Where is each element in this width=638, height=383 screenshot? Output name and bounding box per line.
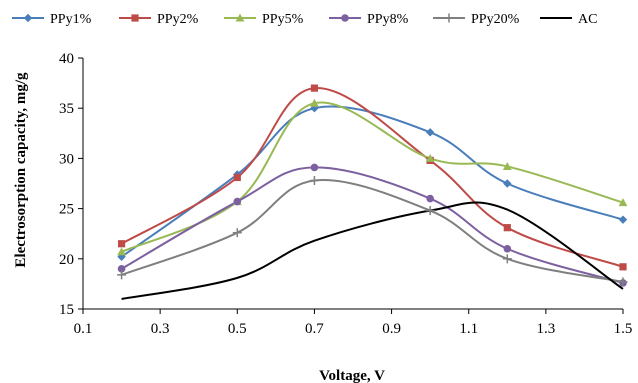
data-point-ppy20pct [232,228,242,238]
legend-marker [444,13,454,23]
data-point-ppy1pct [503,179,512,188]
legend-label: AC [578,12,597,27]
data-point-ppy8pct [503,244,512,253]
legend-item-ppy1pct: PPy1% [12,12,92,27]
y-tick-label: 40 [59,51,74,67]
data-point-ppy2pct [619,263,627,271]
legend-label: PPy2% [157,12,199,27]
data-point-ppy8pct [310,163,319,172]
x-tick-label: 1.5 [614,321,633,337]
data-point-ppy2pct [503,224,511,232]
x-tick-label: 0.7 [305,321,324,337]
series-line-ppy20pct [121,179,624,283]
legend-item-ac: AC [540,12,597,27]
x-tick-label: 0.9 [382,321,401,337]
legend-marker [235,13,245,22]
y-tick-label: 35 [59,101,74,117]
x-tick-label: 1.3 [536,321,555,337]
data-point-ppy5pct [117,247,126,256]
data-point-ppy1pct [425,128,435,137]
data-point-ppy20pct [309,175,319,185]
legend-marker [341,14,349,22]
x-tick-label: 1.1 [459,321,478,337]
data-point-ppy5pct [502,162,512,170]
data-point-ppy8pct [117,265,126,273]
data-point-ppy20pct [502,254,512,264]
legend-label: PPy8% [367,12,409,27]
legend-marker [131,14,139,22]
data-point-ppy5pct [618,198,628,207]
x-ticks: 0.1 0.3 0.5 0.7 0.9 1.1 1.3 1.5 [74,309,633,337]
series-lines [120,87,624,300]
data-point-ppy2pct [310,84,319,92]
data-point-ppy2pct [117,240,126,248]
x-tick-label: 0.5 [228,321,247,337]
legend-label: PPy5% [262,12,304,27]
data-point-ppy2pct [233,173,241,182]
y-tick-label: 30 [59,151,74,167]
legend-marker [23,13,33,23]
data-point-ppy20pct [618,277,628,287]
series-line-ppy2pct [121,87,624,268]
data-point-ppy20pct [117,270,127,280]
legend-item-ppy2pct: PPy2% [119,12,199,27]
y-tick-label: 20 [59,252,74,268]
x-tick-label: 0.1 [74,321,93,337]
legend-item-ppy8pct: PPy8% [329,12,409,27]
series-markers [117,84,628,287]
data-point-ppy20pct [425,206,435,216]
legend-label: PPy20% [471,12,520,27]
legend-item-ppy20pct: PPy20% [433,12,520,27]
legend-label: PPy1% [50,12,92,27]
series-line-ppy5pct [121,101,624,253]
axes [82,58,623,310]
series-line-ac [121,201,624,300]
x-tick-label: 0.3 [151,321,170,337]
data-point-ppy8pct [233,197,242,206]
data-point-ppy8pct [426,194,434,203]
data-point-ppy5pct [425,154,435,162]
y-axis-title: Electrosorption capacity, mg/g [13,72,29,268]
data-point-ppy5pct [310,98,319,107]
y-tick-label: 25 [59,202,74,218]
x-axis-title: Voltage, V [319,368,385,383]
y-tick-label: 15 [59,302,74,318]
data-point-ppy1pct [618,215,628,224]
legend-item-ppy5pct: PPy5% [224,12,304,27]
y-ticks: 15 20 25 30 35 40 [59,51,83,318]
legend: PPy1% PPy2% PPy5% PPy8% PPy20% AC [12,12,597,27]
series-line-ppy8pct [121,166,624,284]
